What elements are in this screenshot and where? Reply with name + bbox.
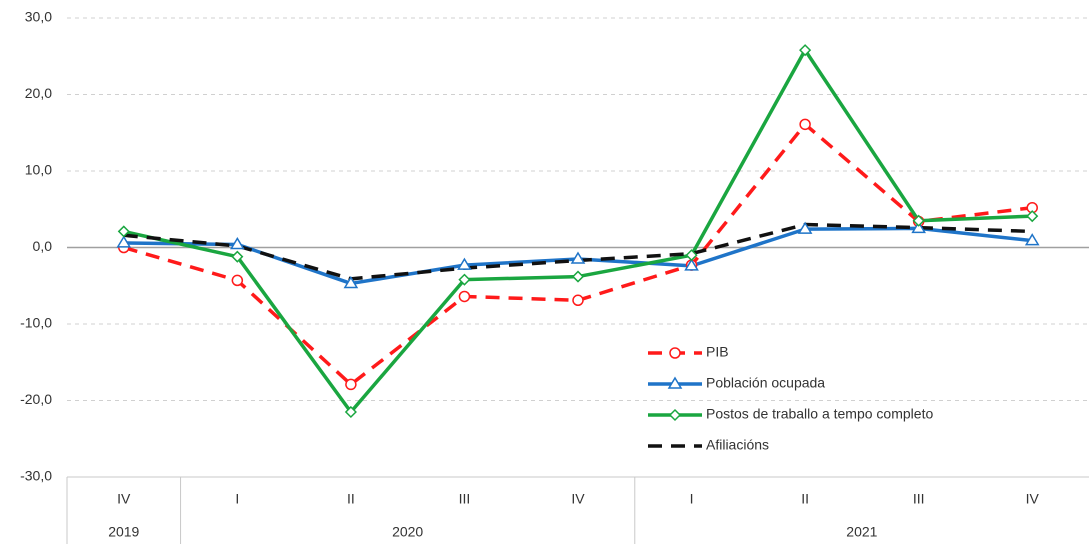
y-tick-label: -10,0 [20, 315, 52, 331]
x-tick-label: II [801, 491, 809, 507]
legend-label: Postos de traballo a tempo completo [706, 406, 933, 422]
marker [458, 290, 471, 303]
year-label: 2019 [108, 524, 139, 540]
marker [344, 405, 357, 419]
marker [570, 251, 586, 264]
marker [345, 378, 357, 391]
x-tick-label: III [913, 491, 925, 507]
marker [1024, 233, 1040, 246]
marker [571, 270, 585, 283]
y-tick-label: 30,0 [25, 9, 52, 25]
marker [799, 44, 812, 57]
marker [911, 220, 926, 234]
marker [117, 225, 130, 238]
x-tick-label: I [235, 491, 239, 507]
marker [572, 294, 584, 307]
marker [669, 347, 681, 359]
y-tick-label: 20,0 [25, 85, 52, 101]
x-tick-label: II [347, 491, 355, 507]
legend-label: PIB [706, 344, 729, 360]
x-tick-label: IV [117, 491, 131, 507]
year-label: 2020 [392, 524, 423, 540]
marker [231, 250, 244, 263]
marker [1026, 210, 1039, 223]
x-tick-label: IV [1026, 491, 1040, 507]
legend-label: Población ocupada [706, 375, 825, 391]
series-line [123, 48, 1033, 414]
y-tick-label: -20,0 [20, 391, 52, 407]
marker [116, 235, 132, 248]
marker [684, 258, 699, 271]
y-tick-label: -30,0 [20, 468, 52, 484]
marker [230, 236, 245, 250]
marker [457, 257, 472, 270]
marker [799, 118, 811, 131]
x-tick-label: IV [571, 491, 585, 507]
x-tick-label: III [459, 491, 471, 507]
marker [343, 275, 359, 289]
marker [458, 273, 471, 286]
y-tick-label: 0,0 [33, 238, 53, 254]
year-label: 2021 [846, 524, 877, 540]
marker [797, 221, 813, 234]
x-tick-label: I [690, 491, 694, 507]
marker [231, 274, 244, 287]
marker [668, 408, 682, 422]
legend-label: Afiliacións [706, 437, 769, 453]
y-tick-label: 10,0 [25, 162, 52, 178]
marker [685, 249, 698, 262]
marker [667, 376, 683, 389]
marker [912, 214, 925, 227]
